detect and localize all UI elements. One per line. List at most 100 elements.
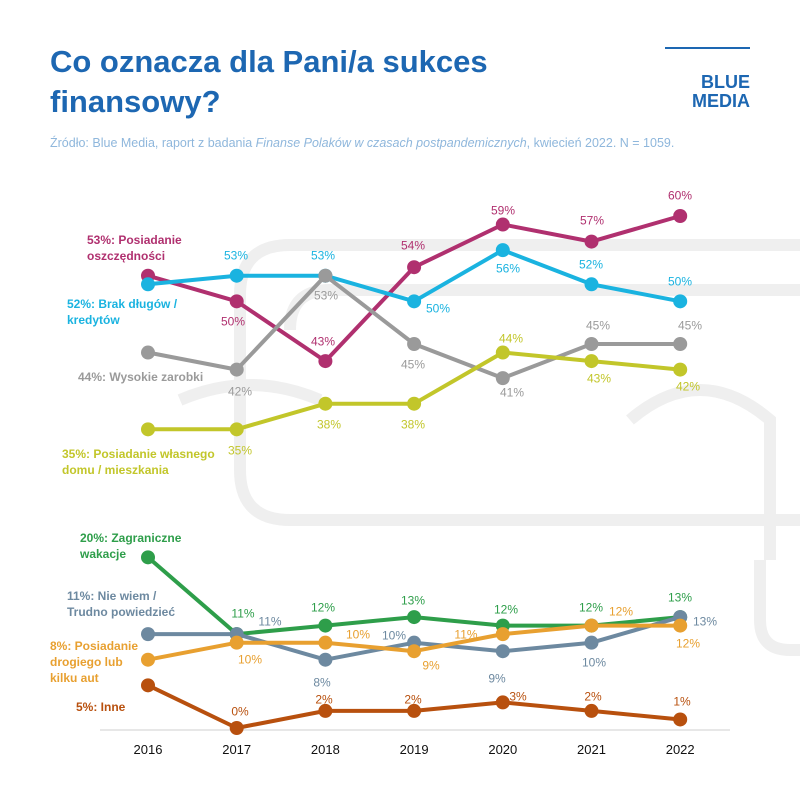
data-label: 53% <box>310 248 336 263</box>
data-point <box>318 618 333 633</box>
data-point <box>584 703 599 718</box>
source-text: , kwiecień 2022. N = 1059. <box>526 136 675 150</box>
data-label: 52% <box>578 257 604 272</box>
source: Źródło: Blue Media, raport z badania Fin… <box>50 136 674 150</box>
data-point <box>673 362 688 377</box>
data-point <box>495 243 510 258</box>
data-label: 10% <box>345 627 371 642</box>
data-point <box>673 618 688 633</box>
data-label: 13% <box>667 590 693 605</box>
x-tick-label: 2018 <box>310 742 340 757</box>
series-label: 53%: Posiadanie oszczędności <box>87 233 182 263</box>
data-label: 50% <box>220 314 246 329</box>
data-label: 45% <box>677 318 703 333</box>
data-point <box>318 652 333 667</box>
data-label: 57% <box>579 213 605 228</box>
logo-bar <box>665 47 750 49</box>
x-tick-label: 2020 <box>488 742 518 757</box>
data-point <box>229 635 244 650</box>
data-label: 60% <box>667 188 693 203</box>
data-label: 43% <box>586 371 612 386</box>
data-point <box>141 678 155 693</box>
data-label: 3% <box>509 689 527 704</box>
data-label: 56% <box>495 261 521 276</box>
data-label: 42% <box>675 379 701 394</box>
data-point <box>407 337 422 351</box>
data-point <box>584 618 599 633</box>
data-label: 9% <box>422 658 440 673</box>
data-label: 12% <box>675 636 701 651</box>
data-point <box>318 635 333 650</box>
data-point <box>318 396 333 411</box>
data-point <box>673 209 688 223</box>
source-title: Finanse Polaków w czasach postpandemiczn… <box>255 136 527 150</box>
data-point <box>495 627 510 642</box>
data-point <box>495 695 510 710</box>
data-label: 10% <box>381 628 407 643</box>
data-point <box>407 294 422 309</box>
x-tick-label: 2021 <box>577 742 606 757</box>
x-tick-label: 2016 <box>133 742 163 757</box>
data-point <box>584 354 599 369</box>
data-label: 38% <box>316 417 342 432</box>
data-label: 11% <box>258 614 282 629</box>
series-label: 52%: Brak długów / kredytów <box>67 297 178 327</box>
data-label: 12% <box>608 604 634 619</box>
data-label: 38% <box>400 417 426 432</box>
data-point <box>318 268 333 283</box>
data-point <box>141 627 155 642</box>
data-label: 12% <box>310 600 336 615</box>
data-point <box>141 652 155 667</box>
data-label: 59% <box>490 203 516 218</box>
data-label: 9% <box>488 671 506 686</box>
data-label: 10% <box>581 655 607 670</box>
data-point <box>584 234 599 249</box>
data-point <box>584 635 599 650</box>
data-label: 11% <box>231 606 255 621</box>
data-label: 54% <box>400 238 426 253</box>
data-point <box>229 362 244 377</box>
data-label: 2% <box>584 689 602 704</box>
data-point <box>407 610 422 625</box>
background-decoration <box>177 239 800 656</box>
chart-title: Co oznacza dla Pani/a sukces finansowy? <box>50 44 488 119</box>
data-label: 50% <box>667 274 693 289</box>
data-point <box>407 703 422 718</box>
data-point <box>495 217 510 232</box>
data-point <box>584 337 599 351</box>
data-label: 35% <box>227 443 253 458</box>
data-label: 50% <box>425 301 451 316</box>
data-label: 41% <box>499 385 525 400</box>
data-point <box>407 644 422 659</box>
data-label: 42% <box>227 384 253 399</box>
data-label: 2% <box>404 692 422 707</box>
data-point <box>673 294 688 309</box>
data-label: 45% <box>585 318 611 333</box>
data-point <box>407 396 422 411</box>
series-label: 35%: Posiadanie własnego domu / mieszkan… <box>62 447 215 477</box>
logo: BLUE MEDIA <box>692 72 750 111</box>
data-label: 13% <box>692 614 718 629</box>
source-text: Źródło: Blue Media, raport z badania <box>50 136 256 150</box>
data-label: 45% <box>400 357 426 372</box>
data-point <box>229 422 244 437</box>
x-tick-label: 2017 <box>222 742 252 757</box>
data-label: 0% <box>231 704 249 719</box>
data-point <box>141 550 155 565</box>
data-point <box>318 703 333 718</box>
data-point <box>141 277 155 292</box>
series-label: 11%: Nie wiem / Trudno powiedzieć <box>67 589 176 619</box>
series-label: 44%: Wysokie zarobki <box>78 370 204 384</box>
data-point <box>229 294 244 309</box>
data-label: 43% <box>310 334 336 349</box>
series-label: 8%: Posiadanie drogiego lub kilku aut <box>50 639 139 685</box>
data-point <box>673 337 688 351</box>
data-point <box>495 644 510 659</box>
series-label: 20%: Zagraniczne wakacje <box>80 531 182 561</box>
data-point <box>229 721 244 735</box>
data-point <box>407 260 422 275</box>
data-point <box>141 422 155 437</box>
data-label: 13% <box>400 593 426 608</box>
